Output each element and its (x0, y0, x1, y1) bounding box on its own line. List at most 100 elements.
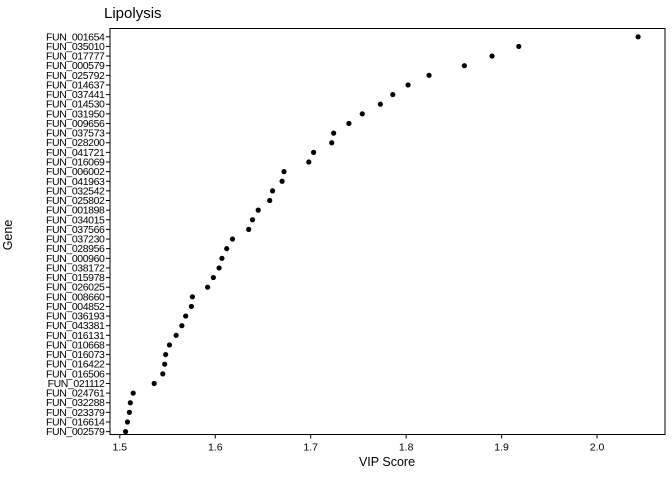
data-point (224, 246, 230, 252)
gene-tick-label: FUN_001654 (46, 31, 105, 43)
data-point (162, 361, 168, 367)
gene-tick-label: FUN_037573 (46, 128, 105, 140)
gene-tick-label: FUN_026025 (46, 282, 105, 294)
x-axis-label: VIP Score (359, 455, 415, 469)
gene-tick-label: FUN_014530 (46, 99, 105, 111)
gene-tick-label: FUN_037566 (46, 224, 105, 236)
data-point (216, 265, 222, 271)
gene-tick-label: FUN_016073 (46, 349, 105, 361)
x-axis: 1.5 1.6 1.7 1.8 1.9 2.0 (113, 434, 605, 454)
data-point (405, 82, 411, 88)
data-point (359, 111, 365, 117)
gene-tick-label: FUN_035010 (46, 41, 105, 53)
gene-tick-label: FUN_025802 (46, 195, 105, 207)
y-axis: FUN_001654FUN_035010FUN_017777FUN_000579… (46, 31, 110, 438)
gene-tick-label: FUN_032288 (46, 397, 105, 409)
x-tick-label: 1.8 (399, 442, 414, 454)
gene-tick-label: FUN_024761 (46, 388, 105, 400)
data-point (281, 169, 287, 175)
chart-title: Lipolysis (104, 5, 162, 22)
x-tick-label: 2.0 (590, 442, 605, 454)
gene-tick-label: FUN_017777 (46, 51, 105, 63)
gene-tick-label: FUN_016506 (46, 368, 105, 380)
gene-tick-label: FUN_036193 (46, 311, 105, 323)
gene-tick-label: FUN_041721 (46, 147, 105, 159)
data-point (179, 323, 185, 329)
data-point (249, 217, 256, 223)
gene-tick-label: FUN_028956 (46, 243, 105, 255)
gene-tick-label: FUN_009656 (46, 118, 105, 130)
gene-tick-label: FUN_025792 (46, 70, 105, 82)
data-point (461, 63, 467, 69)
gene-tick-label: FUN_034015 (46, 214, 105, 226)
gene-tick-label: FUN_037441 (46, 89, 105, 101)
data-point (151, 380, 157, 387)
data-point (426, 72, 432, 78)
data-point (173, 332, 179, 338)
data-point (390, 91, 396, 98)
gene-tick-label: FUN_037230 (46, 234, 105, 246)
data-point (210, 274, 216, 281)
gene-tick-label: FUN_016069 (46, 156, 105, 168)
data-point (635, 34, 641, 40)
data-point (346, 120, 352, 127)
x-tick-label: 1.7 (303, 442, 318, 454)
x-tick-label: 1.5 (113, 442, 128, 454)
data-point (219, 255, 225, 261)
data-point (229, 236, 236, 242)
data-point (377, 101, 383, 107)
gene-tick-label: FUN_041963 (46, 176, 105, 188)
data-point (189, 294, 195, 300)
data-point (255, 207, 261, 213)
data-point (246, 226, 252, 232)
data-point (279, 178, 285, 184)
x-tick-label: 1.6 (208, 442, 223, 454)
gene-tick-label: FUN_016131 (46, 330, 105, 342)
gene-tick-label: FUN_006002 (46, 166, 105, 178)
data-point (130, 390, 136, 396)
gene-tick-label: FUN_002579 (46, 426, 105, 438)
data-point (306, 159, 312, 165)
data-point (163, 351, 169, 358)
data-points (122, 34, 641, 435)
data-point (124, 419, 131, 425)
data-point (166, 342, 173, 348)
plot-panel (109, 28, 666, 435)
gene-tick-label: FUN_008660 (46, 291, 105, 303)
gene-tick-label: FUN_043381 (46, 320, 105, 332)
gene-tick-label: FUN_021112 (48, 378, 105, 390)
gene-tick-label: FUN_016422 (46, 359, 105, 371)
y-axis-label: Gene (1, 220, 15, 251)
data-point (160, 371, 166, 377)
gene-tick-label: FUN_032542 (46, 185, 105, 197)
data-point (122, 429, 129, 435)
data-point (489, 53, 495, 59)
gene-tick-label: FUN_014637 (46, 79, 105, 91)
panel-border (109, 28, 666, 435)
gene-tick-label: FUN_031950 (46, 108, 105, 120)
data-point (205, 284, 211, 290)
data-point (516, 43, 522, 50)
gene-tick-label: FUN_000579 (46, 60, 105, 72)
data-point (267, 197, 273, 204)
gene-tick-label: FUN_028200 (46, 137, 105, 149)
data-point (127, 400, 133, 406)
data-point (188, 303, 195, 310)
gene-tick-label: FUN_001898 (46, 205, 105, 217)
gene-tick-label: FUN_004852 (46, 301, 105, 313)
data-point (126, 409, 132, 415)
gene-tick-label: FUN_016614 (46, 417, 105, 429)
data-point (310, 149, 317, 155)
gene-tick-label: FUN_023379 (46, 407, 105, 419)
data-point (269, 188, 276, 194)
x-tick-label: 1.9 (494, 442, 509, 454)
data-point (183, 313, 189, 319)
gene-tick-label: FUN_000960 (46, 253, 105, 265)
gene-tick-label: FUN_038172 (46, 262, 105, 274)
data-point (331, 130, 337, 136)
gene-tick-label: FUN_010668 (46, 339, 105, 351)
data-point (329, 140, 335, 146)
gene-tick-label: FUN_015978 (46, 272, 105, 284)
